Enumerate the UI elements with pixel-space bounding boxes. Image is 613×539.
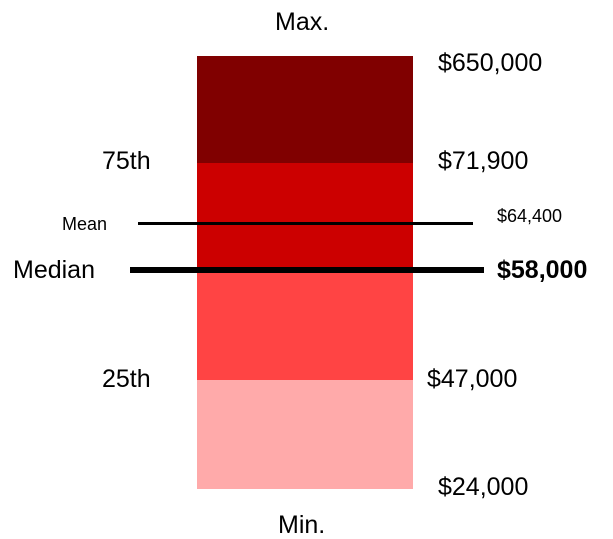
max-value-label: $650,000 xyxy=(438,49,543,77)
segment-75th-to-max xyxy=(197,56,413,163)
median-line xyxy=(130,267,484,273)
median-label: Median xyxy=(13,256,95,284)
min-axis-label: Min. xyxy=(278,511,326,539)
min-value-label: $24,000 xyxy=(438,473,529,501)
segment-median-to-75th xyxy=(197,163,413,269)
segment-min-to-25th xyxy=(197,380,413,489)
segment-25th-to-median xyxy=(197,269,413,380)
p75-label: 75th xyxy=(102,147,151,175)
p75-value-label: $71,900 xyxy=(438,147,529,175)
mean-label: Mean xyxy=(62,214,108,234)
median-value-label: $58,000 xyxy=(497,256,588,284)
mean-line xyxy=(138,222,473,225)
p25-label: 25th xyxy=(102,365,151,393)
p25-value-label: $47,000 xyxy=(427,365,518,393)
max-axis-label: Max. xyxy=(275,8,330,36)
mean-value-label: $64,400 xyxy=(497,206,563,226)
